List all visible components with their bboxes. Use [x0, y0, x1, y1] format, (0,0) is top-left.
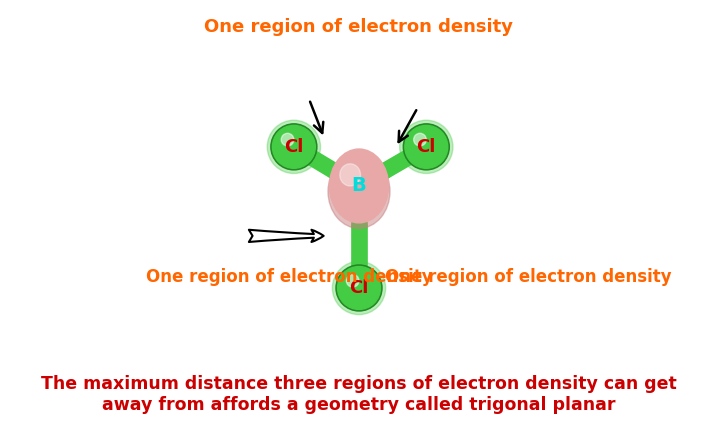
Circle shape — [267, 120, 320, 173]
Text: One region of electron density: One region of electron density — [205, 18, 513, 36]
Circle shape — [336, 265, 382, 311]
Circle shape — [332, 261, 386, 315]
Text: Cl: Cl — [416, 138, 436, 156]
Ellipse shape — [340, 164, 360, 186]
Circle shape — [272, 125, 315, 168]
Text: One region of electron density: One region of electron density — [385, 268, 671, 286]
Circle shape — [346, 274, 359, 287]
Text: The maximum distance three regions of electron density can get
away from affords: The maximum distance three regions of el… — [41, 375, 677, 414]
Circle shape — [281, 133, 294, 146]
Circle shape — [414, 133, 426, 146]
Circle shape — [271, 124, 317, 170]
Circle shape — [400, 120, 453, 173]
Circle shape — [404, 124, 449, 170]
Ellipse shape — [330, 149, 388, 223]
Circle shape — [405, 125, 448, 168]
Text: Cl: Cl — [350, 279, 368, 297]
Circle shape — [337, 267, 381, 309]
Text: Cl: Cl — [284, 138, 304, 156]
Ellipse shape — [328, 155, 390, 229]
Text: B: B — [352, 177, 366, 195]
Text: One region of electron density: One region of electron density — [146, 268, 433, 286]
